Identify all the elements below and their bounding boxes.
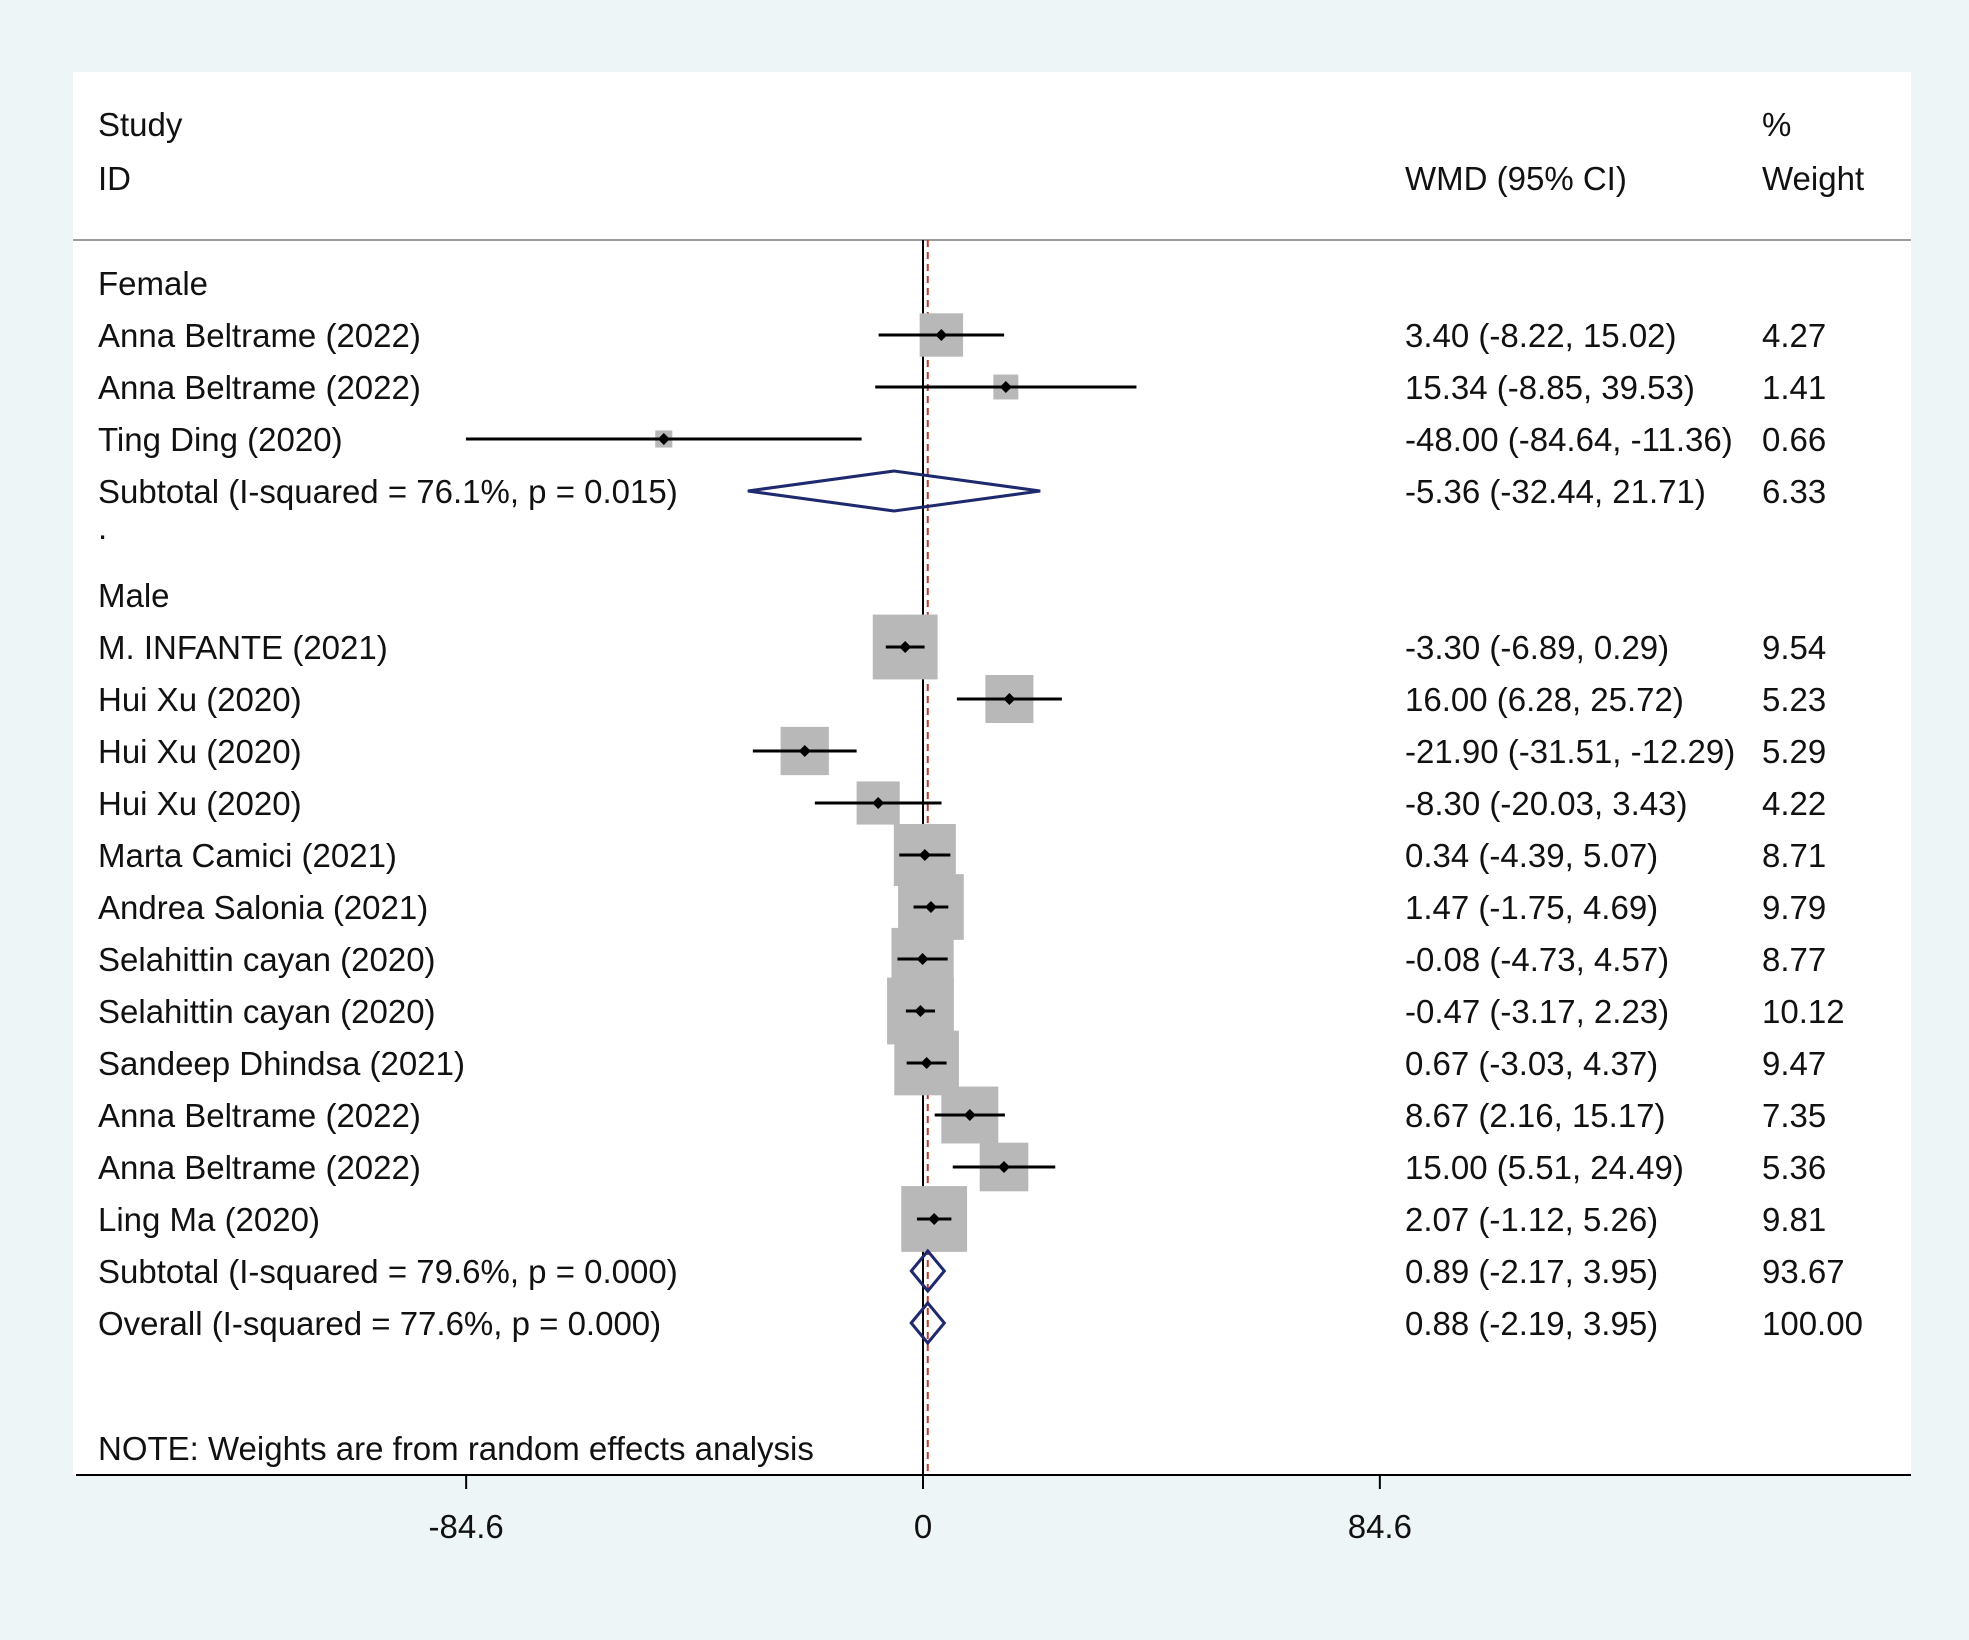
study-ci-text: 0.34 (-4.39, 5.07) (1405, 837, 1658, 874)
overall-diamond (909, 1300, 947, 1346)
study-ci-text: 8.67 (2.16, 15.17) (1405, 1097, 1666, 1134)
study-ci-text: -8.30 (-20.03, 3.43) (1405, 785, 1688, 822)
header-id: ID (98, 160, 131, 197)
study-point (935, 329, 948, 341)
forest-rows: Female Anna Beltrame (2022) 3.40 (-8.22, 1… (98, 240, 1863, 1475)
study-ci-text: -0.47 (-3.17, 2.23) (1405, 993, 1669, 1030)
group-label: Male (98, 577, 170, 614)
study-point (963, 1109, 976, 1121)
study-ci-text: -3.30 (-6.89, 0.29) (1405, 629, 1669, 666)
study-ci-text: 15.00 (5.51, 24.49) (1405, 1149, 1684, 1186)
subtotal-label: Subtotal (I-squared = 76.1%, p = 0.015) (98, 473, 678, 510)
study-point (1003, 693, 1016, 705)
study-point (999, 381, 1012, 393)
study-weight: 9.47 (1762, 1045, 1826, 1082)
study-label: Anna Beltrame (2022) (98, 1149, 421, 1186)
study-ci-text: 16.00 (6.28, 25.72) (1405, 681, 1684, 718)
study-ci-text: 15.34 (-8.85, 39.53) (1405, 369, 1695, 406)
study-weight: 4.27 (1762, 317, 1826, 354)
study-weight: 10.12 (1762, 993, 1845, 1030)
subtotal-ci-text: -5.36 (-32.44, 21.71) (1405, 473, 1706, 510)
header-effect: WMD (95% CI) (1405, 160, 1627, 197)
study-label: M. INFANTE (2021) (98, 629, 388, 666)
study-weight: 8.71 (1762, 837, 1826, 874)
study-label: Anna Beltrame (2022) (98, 369, 421, 406)
study-weight: 5.36 (1762, 1149, 1826, 1186)
overall-weight: 100.00 (1762, 1305, 1863, 1342)
study-weight: 9.54 (1762, 629, 1826, 666)
study-point (928, 1213, 941, 1225)
study-weight: 0.66 (1762, 421, 1826, 458)
x-tick-label: 84.6 (1348, 1508, 1412, 1545)
subtotal-diamond (909, 1248, 947, 1294)
study-weight: 7.35 (1762, 1097, 1826, 1134)
study-point (920, 1057, 933, 1069)
header-weight: Weight (1762, 160, 1864, 197)
study-weight: 4.22 (1762, 785, 1826, 822)
study-weight: 1.41 (1762, 369, 1826, 406)
plot-panel (73, 72, 1911, 1475)
header-percent: % (1762, 106, 1791, 143)
study-point (918, 849, 931, 861)
study-label: Andrea Salonia (2021) (98, 889, 428, 926)
study-ci-text: -48.00 (-84.64, -11.36) (1405, 421, 1733, 458)
study-weight: 5.29 (1762, 733, 1826, 770)
subtotal-label: Subtotal (I-squared = 79.6%, p = 0.000) (98, 1253, 678, 1290)
study-label: Selahittin cayan (2020) (98, 993, 436, 1030)
study-ci-text: 0.67 (-3.03, 4.37) (1405, 1045, 1658, 1082)
study-label: Ting Ding (2020) (98, 421, 343, 458)
study-label: Hui Xu (2020) (98, 785, 302, 822)
subtotal-weight: 6.33 (1762, 473, 1826, 510)
study-point (798, 745, 811, 757)
study-label: Selahittin cayan (2020) (98, 941, 436, 978)
study-point (914, 1005, 927, 1017)
study-label: Anna Beltrame (2022) (98, 1097, 421, 1134)
study-label: Anna Beltrame (2022) (98, 317, 421, 354)
study-weight: 5.23 (1762, 681, 1826, 718)
study-point (924, 901, 937, 913)
study-weight: 9.81 (1762, 1201, 1826, 1238)
x-tick-label: 0 (914, 1508, 932, 1545)
header-study: Study (98, 106, 183, 143)
study-point (916, 953, 929, 965)
study-point (872, 797, 885, 809)
study-ci-text: 2.07 (-1.12, 5.26) (1405, 1201, 1658, 1238)
overall-label: Overall (I-squared = 77.6%, p = 0.000) (98, 1305, 661, 1342)
study-label: Marta Camici (2021) (98, 837, 397, 874)
study-label: Ling Ma (2020) (98, 1201, 320, 1238)
subtotal-ci-text: 0.89 (-2.17, 3.95) (1405, 1253, 1658, 1290)
subtotal-weight: 93.67 (1762, 1253, 1845, 1290)
study-ci-text: -0.08 (-4.73, 4.57) (1405, 941, 1669, 978)
study-weight: 9.79 (1762, 889, 1826, 926)
study-ci-text: -21.90 (-31.51, -12.29) (1405, 733, 1735, 770)
study-ci-text: 3.40 (-8.22, 15.02) (1405, 317, 1677, 354)
x-axis: -84.6 0 84.6 (76, 1474, 1911, 1545)
note-text: NOTE: Weights are from random effects an… (98, 1430, 814, 1467)
group-label: Female (98, 265, 208, 302)
study-point (998, 1161, 1010, 1173)
spacer-dot: . (98, 509, 107, 546)
study-point (899, 641, 912, 653)
study-label: Hui Xu (2020) (98, 733, 302, 770)
study-ci-text: 1.47 (-1.75, 4.69) (1405, 889, 1658, 926)
study-label: Hui Xu (2020) (98, 681, 302, 718)
study-point (657, 433, 670, 445)
study-label: Sandeep Dhindsa (2021) (98, 1045, 465, 1082)
subtotal-diamond (747, 469, 1041, 513)
study-weight: 8.77 (1762, 941, 1826, 978)
overall-ci-text: 0.88 (-2.19, 3.95) (1405, 1305, 1658, 1342)
x-tick-label: -84.6 (429, 1508, 504, 1545)
